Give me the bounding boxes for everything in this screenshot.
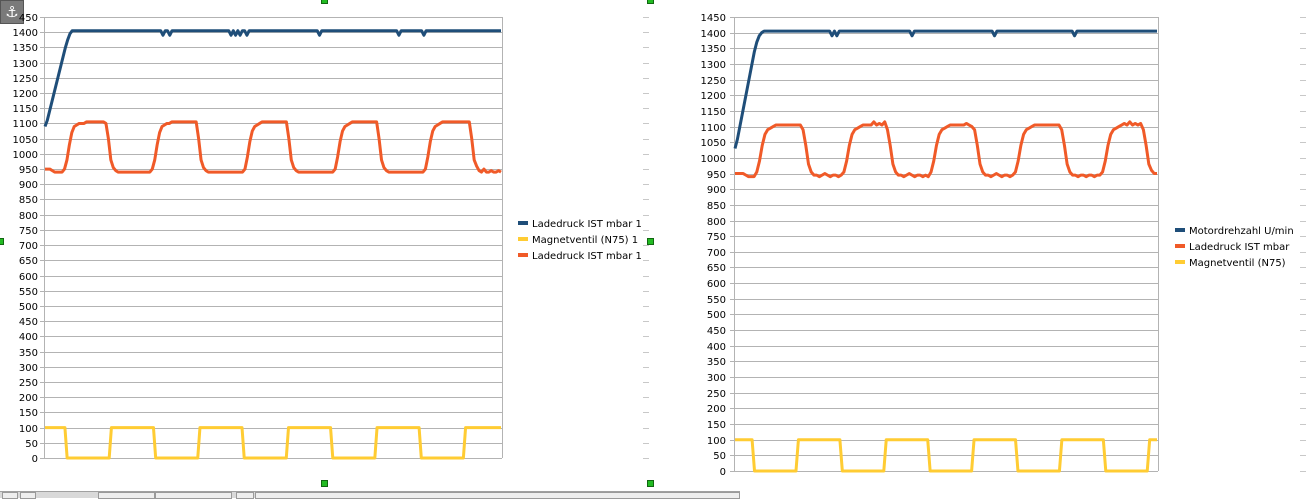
legend-label: Ladedruck IST mbar 1 bbox=[532, 251, 642, 262]
y-tick-label: 350 bbox=[707, 357, 726, 368]
y-tick-label: 800 bbox=[707, 217, 726, 228]
series-line bbox=[45, 426, 501, 460]
y-tick-label: 300 bbox=[19, 363, 38, 374]
y-tick-label: 200 bbox=[707, 404, 726, 415]
sheet-tab[interactable] bbox=[255, 492, 740, 499]
y-tick-label: 1050 bbox=[701, 138, 726, 149]
y-tick-label: 850 bbox=[19, 195, 38, 206]
y-tick-label: 900 bbox=[19, 180, 38, 191]
legend-swatch bbox=[1175, 244, 1185, 248]
y-tick-label: 0 bbox=[32, 454, 38, 465]
selection-handle[interactable] bbox=[647, 238, 654, 245]
series-line bbox=[733, 29, 1157, 149]
y-tick-label: 600 bbox=[19, 272, 38, 283]
y-tick-label: 1350 bbox=[701, 44, 726, 55]
y-tick-label: 1300 bbox=[13, 59, 38, 70]
y-tick-label: 350 bbox=[19, 348, 38, 359]
y-tick-label: 650 bbox=[707, 263, 726, 274]
y-tick-label: 800 bbox=[19, 211, 38, 222]
legend-swatch bbox=[1175, 260, 1185, 264]
selection-handle[interactable] bbox=[321, 480, 328, 487]
y-tick-label: 1100 bbox=[701, 123, 726, 134]
series-line bbox=[45, 120, 502, 174]
selection-handle[interactable] bbox=[0, 238, 4, 245]
y-tick-label: 1350 bbox=[13, 43, 38, 54]
y-tick-label: 150 bbox=[19, 408, 38, 419]
y-tick-label: 500 bbox=[707, 310, 726, 321]
y-tick-label: 1200 bbox=[13, 89, 38, 100]
legend-label: Ladedruck IST mbar bbox=[1189, 242, 1290, 253]
y-tick-label: 1100 bbox=[13, 119, 38, 130]
legend-swatch bbox=[1175, 228, 1185, 232]
y-tick-label: 400 bbox=[707, 342, 726, 353]
legend-label: Magnetventil (N75) 1 bbox=[532, 235, 638, 246]
y-tick-label: 1050 bbox=[13, 135, 38, 146]
selection-handle[interactable] bbox=[647, 0, 654, 4]
legend-label: Magnetventil (N75) bbox=[1189, 258, 1286, 269]
y-tick-label: 1000 bbox=[701, 154, 726, 165]
legend-swatch bbox=[518, 237, 528, 241]
y-tick-label: 1250 bbox=[13, 74, 38, 85]
y-tick-label: 1000 bbox=[13, 150, 38, 161]
plot-area bbox=[734, 17, 1158, 471]
y-tick-label: 650 bbox=[19, 256, 38, 267]
series-line bbox=[43, 29, 501, 128]
y-tick-label: 450 bbox=[707, 326, 726, 337]
y-tick-label: 1400 bbox=[701, 29, 726, 40]
legend-swatch bbox=[518, 253, 528, 257]
series-line bbox=[735, 120, 1157, 179]
y-tick-label: 300 bbox=[707, 373, 726, 384]
y-tick-label: 1400 bbox=[13, 28, 38, 39]
y-tick-label: 50 bbox=[25, 439, 38, 450]
sheet-tab[interactable] bbox=[155, 492, 232, 499]
y-tick-label: 1300 bbox=[701, 60, 726, 71]
y-tick-label: 700 bbox=[707, 248, 726, 259]
sheet-tab[interactable] bbox=[236, 492, 254, 499]
y-tick-label: 1250 bbox=[701, 76, 726, 87]
y-tick-label: 900 bbox=[707, 185, 726, 196]
y-tick-label: 750 bbox=[707, 232, 726, 243]
y-tick-label: 250 bbox=[707, 389, 726, 400]
y-tick-label: 550 bbox=[707, 295, 726, 306]
legend-label: Motordrehzahl U/min bbox=[1189, 226, 1294, 237]
y-tick-label: 0 bbox=[720, 467, 726, 478]
y-tick-label: 450 bbox=[19, 13, 38, 24]
y-tick-label: 750 bbox=[19, 226, 38, 237]
y-tick-label: 50 bbox=[713, 451, 726, 462]
y-tick-label: 950 bbox=[19, 165, 38, 176]
y-tick-label: 250 bbox=[19, 378, 38, 389]
sheet-tab[interactable] bbox=[20, 492, 36, 499]
y-tick-label: 1200 bbox=[701, 91, 726, 102]
sheet-tab[interactable] bbox=[98, 492, 155, 499]
y-tick-label: 100 bbox=[707, 436, 726, 447]
y-tick-label: 450 bbox=[19, 317, 38, 328]
legend-label: Ladedruck IST mbar 1 bbox=[532, 219, 642, 230]
selection-handle[interactable] bbox=[321, 0, 328, 4]
y-tick-label: 400 bbox=[19, 332, 38, 343]
y-tick-label: 150 bbox=[707, 420, 726, 431]
y-tick-label: 850 bbox=[707, 201, 726, 212]
y-tick-label: 1150 bbox=[13, 104, 38, 115]
y-tick-label: 600 bbox=[707, 279, 726, 290]
y-tick-label: 500 bbox=[19, 302, 38, 313]
y-tick-label: 550 bbox=[19, 287, 38, 298]
y-tick-label: 1450 bbox=[701, 13, 726, 24]
selection-handle[interactable] bbox=[647, 480, 654, 487]
y-tick-label: 200 bbox=[19, 393, 38, 404]
y-tick-label: 950 bbox=[707, 170, 726, 181]
anchor-icon[interactable]: ⚓ bbox=[0, 0, 24, 24]
y-tick-label: 1150 bbox=[701, 107, 726, 118]
series-line bbox=[735, 438, 1157, 473]
y-tick-label: 700 bbox=[19, 241, 38, 252]
y-tick-label: 100 bbox=[19, 424, 38, 435]
sheet-tab[interactable] bbox=[2, 492, 18, 499]
plot-area bbox=[44, 17, 502, 458]
legend-swatch bbox=[518, 221, 528, 225]
